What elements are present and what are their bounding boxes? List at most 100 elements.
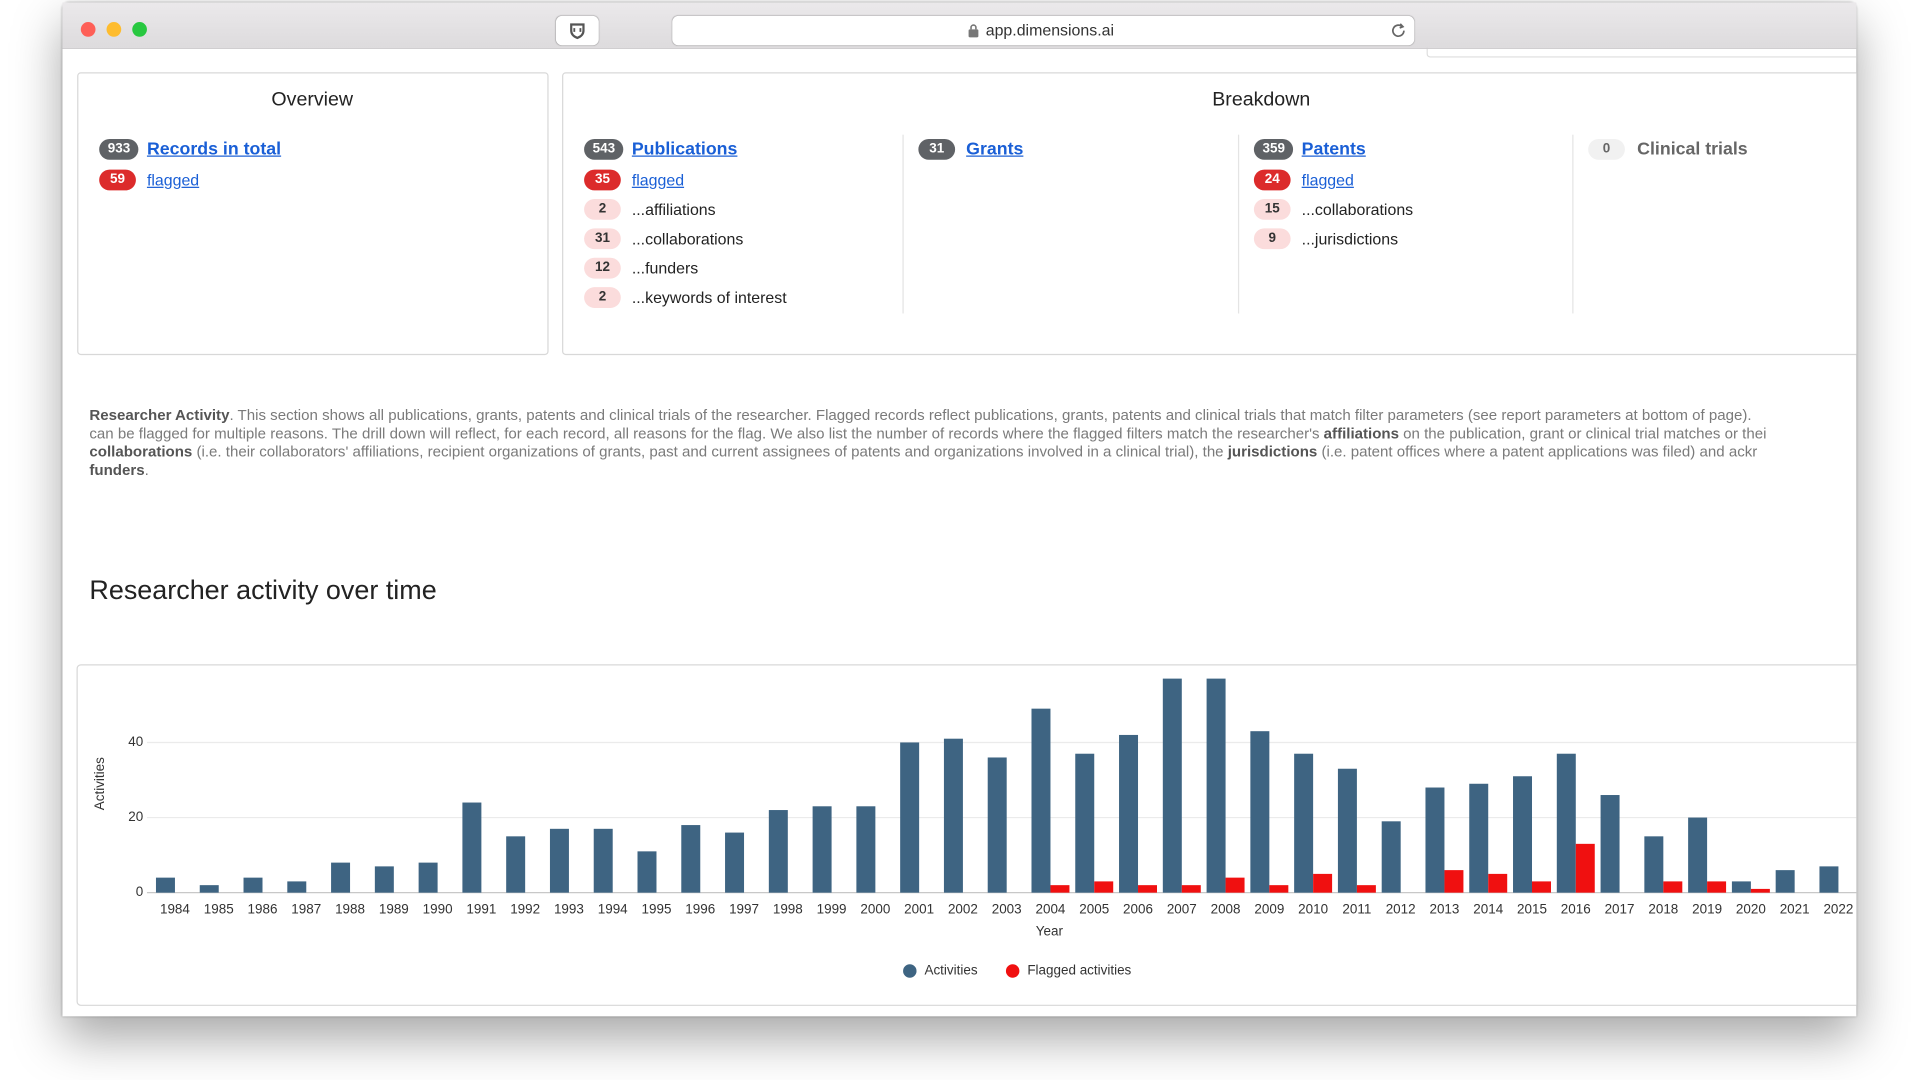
breakdown-card bbox=[562, 72, 1857, 356]
legend-label: Flagged activities bbox=[1027, 963, 1131, 978]
x-tick-label: 2018 bbox=[1648, 901, 1678, 916]
bar bbox=[725, 832, 745, 893]
bar bbox=[1444, 870, 1464, 893]
bar bbox=[462, 802, 482, 893]
count-badge: 933 bbox=[99, 138, 139, 160]
x-tick-label: 1998 bbox=[773, 901, 803, 916]
bar bbox=[1513, 776, 1533, 893]
description: Researcher Activity. This section shows … bbox=[89, 407, 1856, 480]
reason-label: ...keywords of interest bbox=[631, 288, 787, 307]
bold-text: funders bbox=[89, 461, 145, 479]
count-badge: 2 bbox=[584, 198, 621, 220]
legend-marker bbox=[1005, 964, 1020, 978]
bar bbox=[1575, 843, 1595, 893]
x-tick-label: 1988 bbox=[335, 901, 365, 916]
bar bbox=[768, 810, 788, 893]
column-divider bbox=[1572, 134, 1574, 314]
description-line: can be flagged for multiple reasons. The… bbox=[89, 425, 1856, 443]
bar bbox=[1050, 885, 1070, 893]
y-tick-label: 40 bbox=[128, 734, 143, 749]
bar bbox=[331, 862, 351, 893]
category-link: Clinical trials bbox=[1637, 139, 1748, 160]
x-tick-label: 2011 bbox=[1342, 901, 1371, 916]
reason-label: ...funders bbox=[631, 258, 699, 278]
x-tick-label: 1996 bbox=[685, 901, 715, 916]
category-link[interactable]: Publications bbox=[631, 139, 738, 160]
bar bbox=[418, 862, 438, 893]
bar bbox=[243, 877, 263, 893]
zoom-button[interactable] bbox=[132, 22, 147, 37]
x-tick-label: 2017 bbox=[1605, 901, 1635, 916]
bold-text: collaborations bbox=[89, 443, 193, 461]
browser-titlebar: app.dimensions.ai bbox=[62, 2, 1857, 49]
x-tick-label: 2009 bbox=[1254, 901, 1284, 916]
records-link[interactable]: Records in total bbox=[146, 139, 282, 160]
count-badge: 543 bbox=[584, 138, 624, 160]
x-tick-label: 2014 bbox=[1473, 901, 1503, 916]
count-badge: 359 bbox=[1253, 138, 1294, 160]
breakdown-title: Breakdown bbox=[1212, 89, 1311, 111]
bar bbox=[1381, 821, 1401, 893]
bar bbox=[374, 866, 394, 893]
category-link[interactable]: Grants bbox=[966, 139, 1024, 160]
flagged-link[interactable]: flagged bbox=[146, 170, 200, 190]
chart-card bbox=[76, 664, 1857, 1006]
bar bbox=[1250, 731, 1270, 893]
reason-label: ...affiliations bbox=[631, 200, 716, 219]
description-line: funders. bbox=[89, 462, 1856, 480]
reason-label: ...jurisdictions bbox=[1301, 229, 1399, 248]
bar bbox=[1556, 753, 1576, 893]
column-divider bbox=[1237, 134, 1240, 314]
flagged-link[interactable]: flagged bbox=[1301, 170, 1354, 190]
description-line: collaborations (i.e. their collaborators… bbox=[89, 443, 1856, 461]
x-tick-label: 2020 bbox=[1736, 901, 1766, 916]
chart: 0 20 40 Activities Year 1984 1985 1986 1987 1988 1… bbox=[76, 664, 1857, 1006]
bold-text: Researcher Activity bbox=[89, 406, 230, 424]
x-tick-label: 2022 bbox=[1823, 901, 1853, 916]
bar bbox=[506, 836, 526, 893]
bar bbox=[987, 757, 1007, 893]
bold-text: affiliations bbox=[1323, 424, 1399, 443]
x-tick-label: 2016 bbox=[1561, 901, 1591, 916]
bar bbox=[681, 825, 701, 893]
url-bar[interactable]: app.dimensions.ai bbox=[672, 15, 1415, 46]
x-axis-label: Year bbox=[1036, 923, 1064, 938]
x-tick-label: 1991 bbox=[466, 901, 496, 916]
bar bbox=[637, 851, 657, 893]
count-badge: 15 bbox=[1253, 198, 1291, 220]
count-badge: 35 bbox=[584, 169, 621, 191]
x-tick-label: 2000 bbox=[860, 901, 890, 916]
bar bbox=[1075, 753, 1095, 893]
bar bbox=[856, 806, 876, 893]
bar bbox=[1138, 885, 1157, 893]
bar bbox=[1775, 870, 1795, 893]
x-tick-label: 2002 bbox=[948, 901, 978, 916]
chart-title: Researcher activity over time bbox=[89, 574, 437, 605]
x-tick-label: 2005 bbox=[1079, 901, 1109, 916]
bar bbox=[1688, 817, 1708, 893]
x-tick-label: 1994 bbox=[598, 901, 628, 916]
minimize-button[interactable] bbox=[106, 22, 122, 37]
reason-label: ...collaborations bbox=[631, 229, 744, 248]
flagged-link[interactable]: flagged bbox=[631, 170, 685, 190]
text: . bbox=[144, 461, 149, 479]
bar bbox=[1663, 881, 1683, 893]
category-link[interactable]: Patents bbox=[1301, 139, 1366, 160]
shield-button[interactable] bbox=[555, 15, 599, 46]
count-badge: 31 bbox=[918, 138, 956, 160]
x-tick-label: 2006 bbox=[1123, 901, 1153, 916]
content: Overview 933 Records in total 59 flagged Br… bbox=[62, 2, 1857, 1016]
bar bbox=[1162, 678, 1182, 893]
y-axis-label: Activities bbox=[92, 757, 107, 810]
x-tick-label: 2001 bbox=[904, 901, 934, 916]
x-tick-label: 2008 bbox=[1211, 901, 1241, 916]
close-button[interactable] bbox=[80, 22, 96, 37]
x-tick-label: 2010 bbox=[1298, 901, 1328, 916]
y-tick-label: 20 bbox=[128, 809, 143, 824]
url-text: app.dimensions.ai bbox=[985, 20, 1115, 40]
count-badge: 59 bbox=[99, 169, 136, 191]
x-tick-label: 1985 bbox=[204, 901, 234, 916]
reload-button[interactable] bbox=[1389, 21, 1409, 41]
x-tick-label: 2015 bbox=[1517, 901, 1547, 916]
